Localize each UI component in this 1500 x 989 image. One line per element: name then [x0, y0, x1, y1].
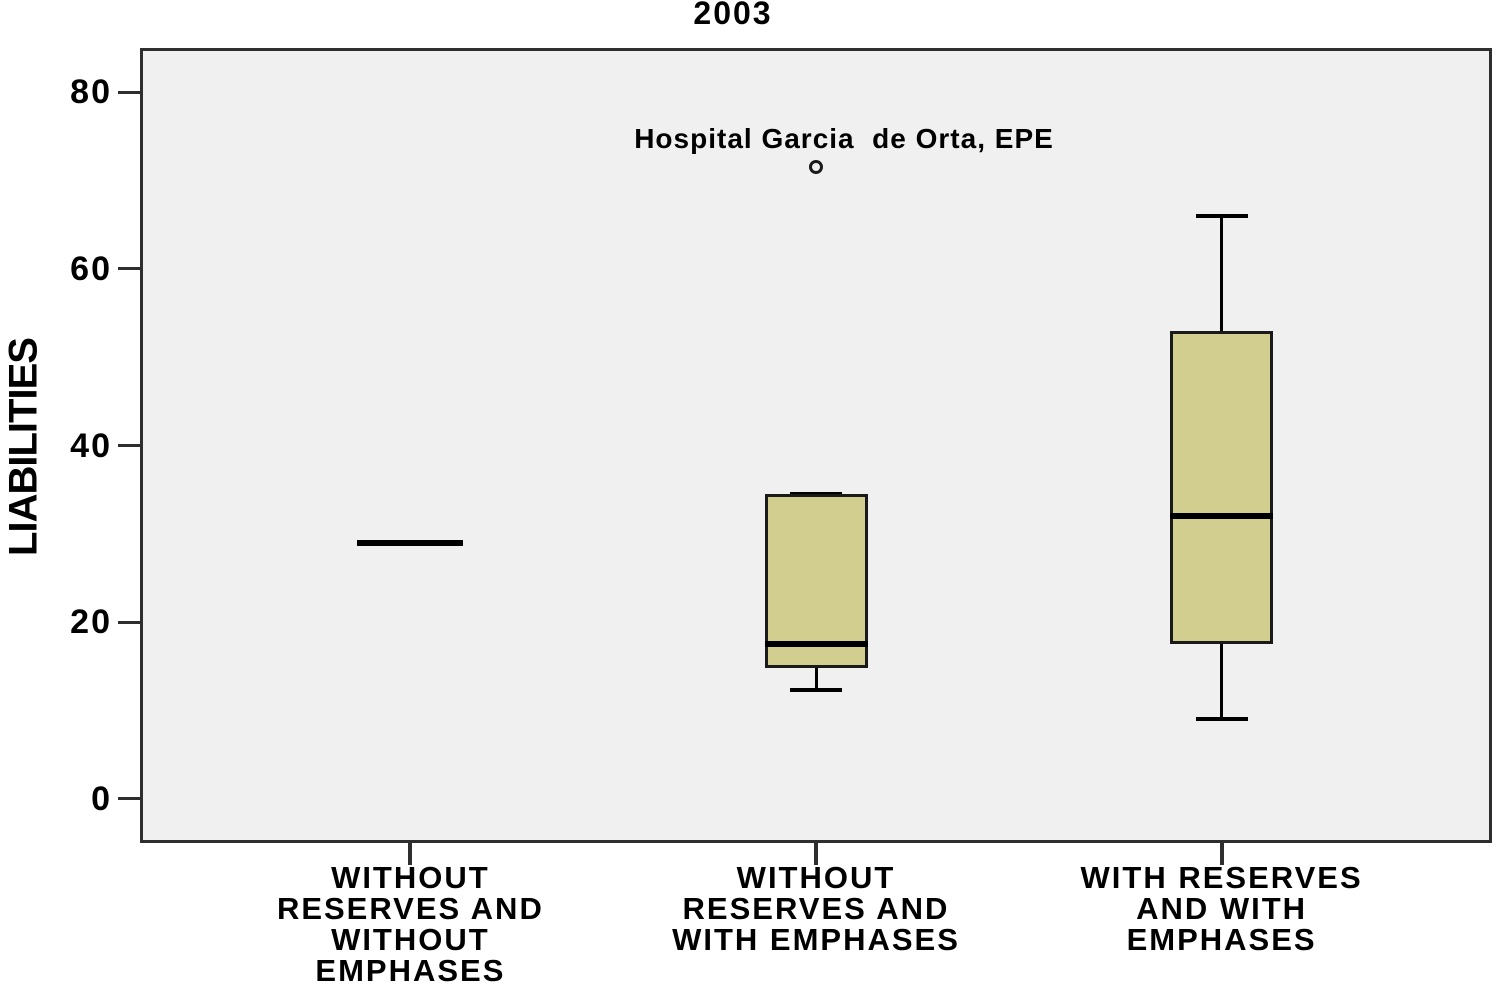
category-label-line: WITHOUT	[331, 860, 490, 895]
y-axis-tick	[118, 90, 140, 94]
y-axis-tick	[118, 267, 140, 271]
category-label-line: WITHOUT	[736, 860, 896, 895]
y-axis-tick	[118, 444, 140, 447]
y-axis-tick-label: 80	[70, 73, 112, 112]
median-line	[764, 641, 868, 648]
y-axis-tick-label: 0	[91, 779, 112, 818]
lower-whisker-cap	[790, 688, 842, 693]
category-label-line: EMPHASES	[315, 953, 506, 988]
category-label-line: WITH EMPHASES	[672, 922, 960, 957]
y-axis-tick-label: 40	[70, 426, 112, 465]
y-axis-tick-label: 60	[70, 249, 112, 288]
category-label-line: RESERVES AND	[682, 891, 950, 926]
category-label-line: WITHOUT	[331, 922, 490, 957]
lower-whisker-stem	[1220, 644, 1224, 720]
y-axis-tick	[118, 797, 140, 801]
y-axis-tick-label: 20	[70, 603, 112, 642]
y-axis-tick	[118, 620, 140, 624]
median-line	[1170, 513, 1274, 520]
lower-whisker-cap	[1195, 717, 1248, 722]
x-axis-tick	[814, 843, 818, 865]
iqr-box	[764, 494, 868, 669]
x-axis-tick	[1219, 843, 1224, 865]
iqr-box	[1170, 330, 1274, 645]
upper-whisker-stem	[1220, 215, 1224, 331]
upper-whisker-cap	[1195, 213, 1248, 218]
outlier-point	[809, 160, 823, 175]
category-label: WITH RESERVES AND WITH EMPHASES	[1081, 862, 1363, 955]
category-label-line: AND WITH	[1136, 891, 1308, 926]
chart-title: 2003	[693, 0, 773, 31]
category-label: WITHOUT RESERVES AND WITHOUT EMPHASES	[277, 862, 544, 986]
median-line	[357, 539, 464, 546]
outlier-label: Hospital Garcia de Orta, EPE	[634, 123, 1054, 155]
category-label: WITHOUT RESERVES AND WITH EMPHASES	[672, 862, 960, 955]
category-label-line: RESERVES AND	[276, 891, 544, 926]
category-label-line: EMPHASES	[1126, 922, 1317, 957]
lower-whisker-stem	[814, 668, 818, 691]
category-label-line: WITH RESERVES	[1080, 860, 1363, 895]
x-axis-tick	[408, 843, 413, 865]
